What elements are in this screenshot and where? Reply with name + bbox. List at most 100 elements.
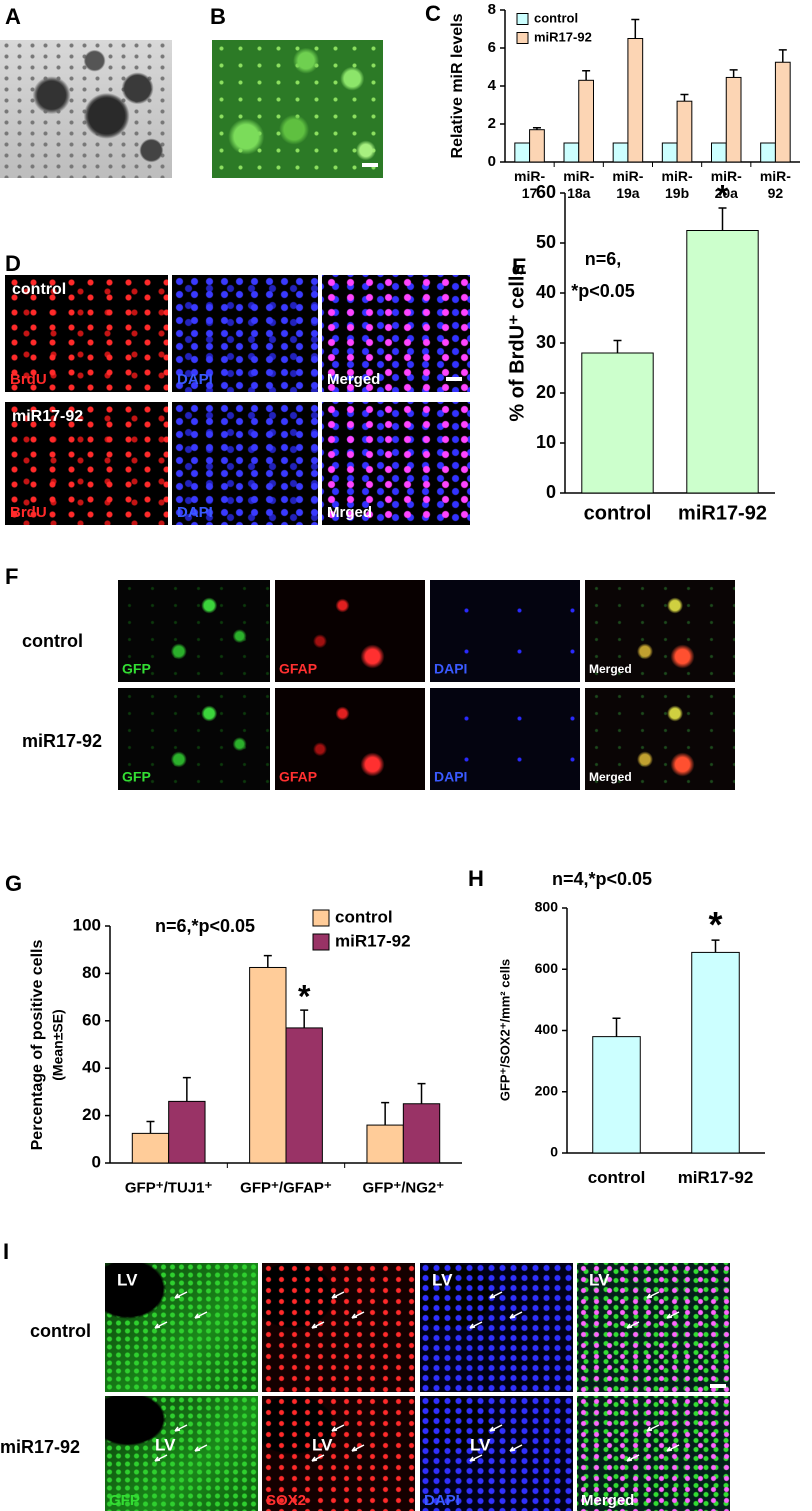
channel-label: Merged [581,1492,634,1509]
arrow [351,1311,365,1319]
channel-label: BrdU [10,504,47,521]
channel-label: DAPI [434,769,467,785]
region-label: LV [155,1435,176,1454]
y-axis-title: % of BrdU⁺ cells [506,264,528,421]
channel-label: DAPI [434,661,467,677]
arrow [666,1444,680,1452]
row-label: control [22,631,83,651]
arrow [311,1454,325,1462]
arrow [509,1311,523,1319]
arrow [194,1311,208,1319]
arrow [174,1291,188,1299]
arrow [626,1454,640,1462]
region-label: LV [117,1270,138,1289]
micrograph [420,1396,573,1511]
channel-label: DAPI [177,371,213,388]
bar [691,951,740,1154]
panel-label: B [210,4,226,29]
bar [514,142,531,163]
annotation: *p<0.05 [571,281,635,301]
bar [366,1124,404,1164]
x-tick-label: miR17-92 [678,502,767,524]
y-tick-label: 60 [82,1010,101,1029]
bar [627,38,644,163]
significance-mark: * [298,978,311,1014]
y-axis-title: Percentage of positive cells [29,940,46,1151]
error-bar [263,954,272,968]
legend-swatch [312,933,330,951]
error-bar [417,1082,426,1104]
row-label: miR17-92 [22,731,102,751]
channel-label: Merged [327,371,380,388]
x-tick-label: miR-92 [759,168,791,201]
panel-label: A [5,4,21,29]
legend-label: control [335,907,393,926]
bar [612,142,629,163]
annotation: n=6,*p<0.05 [155,916,255,936]
micrograph [5,402,168,525]
arrow [194,1444,208,1452]
legend-swatch [312,909,330,927]
micrograph [5,275,168,392]
x-tick-label: GFP⁺/TUJ1⁺ [125,1179,213,1196]
error-bar [381,1101,390,1126]
arrow [331,1291,345,1299]
micrograph [0,40,172,178]
micrograph [275,688,425,790]
micrograph [105,1263,258,1392]
channel-label: DAPI [424,1492,460,1509]
y-tick-label: 10 [536,432,556,452]
y-tick-label: 400 [535,1021,559,1037]
channel-label: Merged [589,770,632,784]
significance-mark: * [708,904,722,945]
x-tick-label: miR-19a [612,168,644,201]
panel-label: E [512,254,527,279]
arrow [646,1291,660,1299]
bar [725,76,742,163]
y-tick-label: 0 [550,1144,558,1160]
channel-label: DAPI [177,504,213,521]
x-tick-label: miR-19b [661,168,693,201]
micrograph [585,688,735,790]
micrograph [430,580,580,682]
micrograph [172,275,318,392]
bar [563,142,580,163]
arrow [154,1321,168,1329]
arrow [351,1444,365,1452]
channel-label: GFP [109,1492,140,1509]
y-tick-label: 80 [82,963,101,982]
panel-label: D [5,251,21,276]
micrograph [118,688,270,790]
y-tick-label: 0 [546,482,556,502]
legend-swatch [516,13,529,25]
annotation: n=4,*p<0.05 [552,869,652,889]
micrograph [577,1396,730,1511]
legend-label: control [534,10,578,25]
arrow [469,1321,483,1329]
legend-swatch [516,32,529,44]
bar [686,230,759,494]
error-bar [300,1009,309,1028]
error-bar [532,127,541,130]
x-tick-label: miR17-92 [678,1168,754,1187]
region-label: LV [589,1270,610,1289]
micrograph [322,402,470,525]
bar [774,61,791,163]
channel-label: GFP [122,769,151,785]
x-tick-label: miR-20a [710,168,742,201]
error-bar [778,49,787,63]
micrograph [322,275,470,392]
y-axis-title: Relative miR levels [449,13,466,158]
x-tick-label: control [584,502,652,524]
micrograph [577,1263,730,1392]
error-bar [612,1017,621,1037]
y-tick-label: 20 [82,1105,101,1124]
arrow [509,1444,523,1452]
bar [711,142,727,163]
micrograph [262,1396,415,1511]
bar [760,142,776,163]
arrow [666,1311,680,1319]
arrow [489,1424,503,1432]
bar [581,352,654,494]
y-tick-label: 100 [73,915,101,934]
